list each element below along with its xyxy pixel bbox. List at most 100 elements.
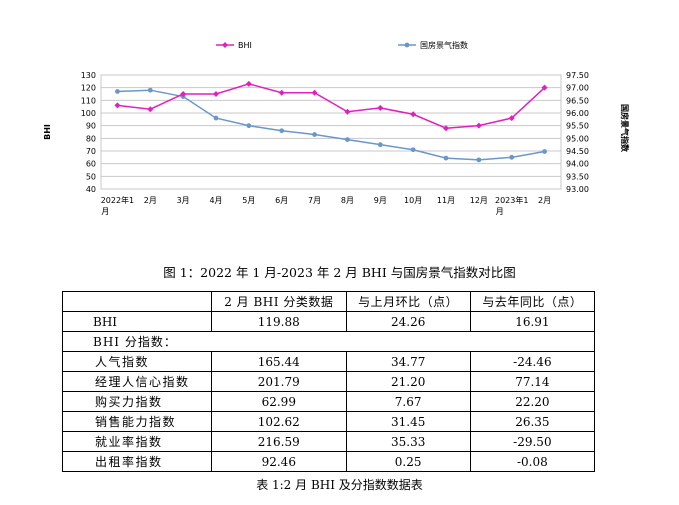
table-cell: 216.59 [211,431,347,452]
guofang-series-point [213,115,219,121]
table-cell: 24.26 [345,311,471,332]
y2-tick-label: 97.00 [566,84,589,93]
y2-tick-label: 97.50 [566,71,589,80]
table-row: 就业率指数 216.59 35.33 -29.50 [62,431,596,452]
y2-tick-label: 94.50 [566,147,589,156]
table-cell: 31.45 [345,411,471,432]
bhi-series-point [147,106,154,113]
bhi-series-point [443,125,449,132]
bhi-series-point [278,89,285,96]
y-axis-title: BHI [43,124,52,140]
table-cell: -29.50 [469,431,596,452]
bhi-series-point [114,102,121,109]
x-tick-label: 2月 [144,196,157,205]
table-cell: 77.14 [469,371,596,392]
x-tick-label: 11月 [437,196,455,205]
table-header-row: 2 月 BHI 分类数据 与上月环比（点） 与去年同比（点） [62,291,596,312]
row-label: 购买力指数 [62,391,212,412]
table-caption: 表 1:2 月 BHI 及分指数数据表 [256,478,423,492]
table-header [62,291,212,312]
row-label: 出租率指数 [62,451,212,472]
row-label: BHI [62,311,212,332]
table-cell: 22.20 [469,391,596,412]
bhi-series-point [475,122,482,129]
table-row: 经理人信心指数 201.79 21.20 77.14 [62,371,596,392]
y-tick-label: 100 [81,109,96,118]
x-tick-label: 5月 [242,196,255,205]
guofang-series-point [246,123,252,129]
y2-axis-title: 国房景气指数 [620,104,630,153]
guofang-series-line [117,89,545,161]
y2-tick-label: 95.00 [566,134,589,143]
guofang-series-point [147,87,153,93]
table-cell: 119.88 [211,311,347,332]
guofang-series-point [345,137,350,143]
y-tick-label: 40 [86,185,96,194]
legend-marker-bhi [222,42,228,48]
table-cell: 26.35 [469,411,596,432]
y-tick-label: 80 [86,134,96,143]
table-cell: 16.91 [469,311,596,332]
bhi-series-point [180,91,187,97]
legend-label: BHI [238,41,252,50]
y2-tick-label: 93.00 [566,185,589,194]
guofang-series-point [312,132,317,137]
table-cell: 102.62 [211,411,347,432]
y2-tick-label: 95.50 [566,122,589,131]
guofang-series-point [377,142,383,148]
table-header: 与去年同比（点） [469,291,596,312]
y2-tick-label: 96.00 [566,109,589,118]
table-row: 销售能力指数 102.62 31.45 26.35 [62,411,596,432]
table-header: 2 月 BHI 分类数据 [211,291,347,312]
bhi-series-point [245,80,252,87]
y-tick-label: 130 [81,71,96,80]
figure-caption: 图 1：2022 年 1 月-2023 年 2 月 BHI 与国房景气指数对比图 [163,265,516,280]
table-row: 购买力指数 62.99 7.67 22.20 [62,391,596,412]
row-label: 人气指数 [62,351,212,372]
table-cell: 7.67 [345,391,471,412]
table-cell: 92.46 [211,451,347,472]
x-tick-label: 2022年1 月 [101,195,134,216]
table-header: 与上月环比（点） [345,291,471,312]
guofang-series-point [509,154,515,160]
x-tick-label: 12月 [470,196,488,205]
table-row: 出租率指数 92.46 0.25 -0.08 [62,451,596,472]
guofang-series-point [542,149,547,154]
x-tick-label: 8月 [341,196,354,205]
x-tick-label: 6月 [275,196,288,205]
y-tick-label: 90 [86,122,96,131]
table-cell: 0.25 [345,451,471,472]
guofang-series-point [476,157,482,163]
guofang-series-point [115,89,120,94]
y2-tick-label: 96.50 [566,96,589,105]
table-cell: 165.44 [211,351,347,372]
table-cell: -24.46 [469,351,596,372]
y-tick-label: 110 [81,96,96,105]
bhi-series-point [508,115,515,122]
table-cell: 21.20 [345,371,471,392]
legend-label: 国房景气指数 [420,40,468,50]
x-tick-label: 7月 [308,196,321,205]
table-cell: 35.33 [345,431,471,452]
y-tick-label: 50 [86,172,96,181]
bhi-series-point [213,91,219,97]
y-tick-label: 70 [86,147,96,156]
table-cell: 62.99 [211,391,347,412]
x-tick-label: 4月 [209,196,222,205]
table-row: BHI 119.88 24.26 16.91 [62,311,596,332]
row-label: 就业率指数 [62,431,212,452]
x-tick-label: 2023年1 月 [495,195,528,216]
bhi-series-point [541,84,548,91]
table-cell: 34.77 [345,351,471,372]
y2-tick-label: 93.50 [566,172,589,181]
bhi-series-point [311,89,318,96]
bhi-series-line [117,83,546,129]
bhi-series-point [410,111,417,118]
y2-tick-label: 94.00 [566,160,589,169]
y-tick-label: 120 [81,84,96,93]
x-tick-label: 10月 [404,196,422,205]
guofang-series-point [279,128,285,134]
bhi-series-point [344,108,351,115]
line-chart: 40 50 60 70 80 90 100 110 120 130 93.00 93.50 94.00 9… [43,40,630,216]
table-row: 人气指数 165.44 34.77 -24.46 [62,351,596,372]
